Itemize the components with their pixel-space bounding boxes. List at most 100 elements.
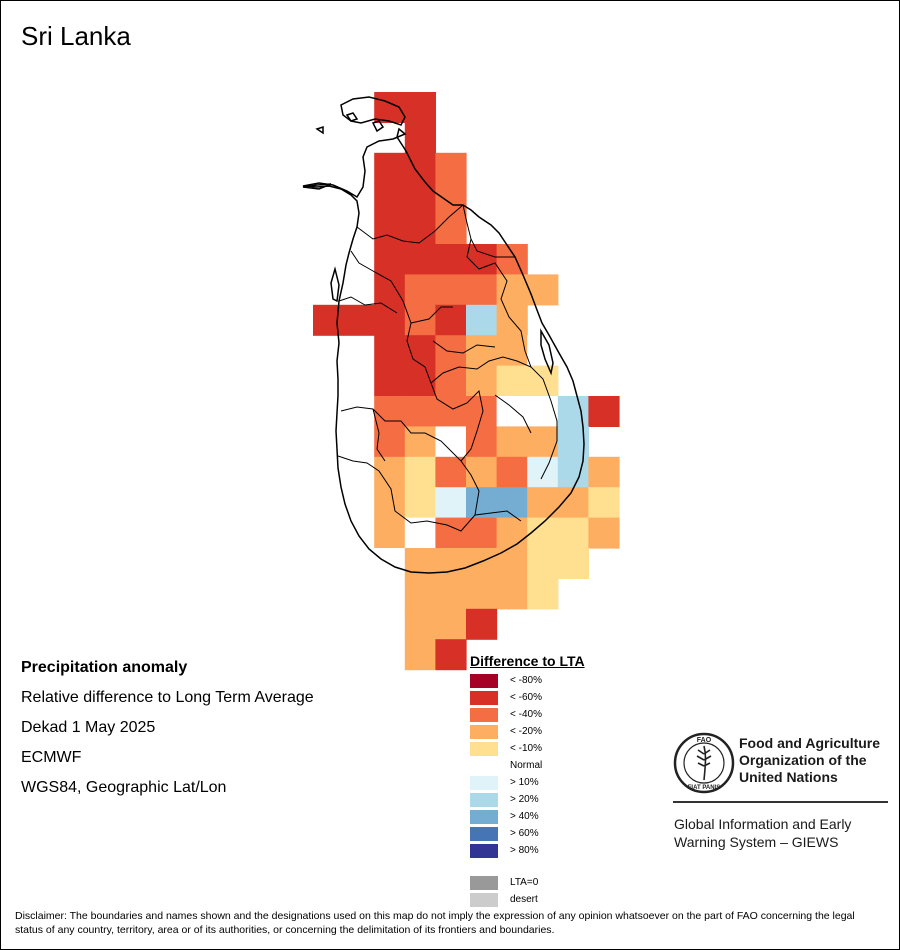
grid-cell	[466, 304, 498, 336]
disclaimer: Disclaimer: The boundaries and names sho…	[15, 910, 855, 936]
grid-cell	[588, 456, 620, 488]
map-title: Sri Lanka	[21, 21, 131, 51]
boundary-inner-3	[410, 306, 453, 324]
grid-cell	[404, 608, 436, 640]
info-line-3: ECMWF	[21, 749, 82, 766]
grid-cell	[435, 608, 467, 640]
coastline	[302, 127, 585, 574]
legend-swatch	[470, 759, 498, 773]
grid-cell	[374, 517, 406, 549]
mannar-island	[302, 183, 332, 190]
fao-logo-icon: FIAT PANIS FAO	[673, 732, 735, 794]
grid-cell	[496, 487, 528, 519]
legend-swatch	[470, 691, 498, 705]
legend-label: > 60%	[510, 828, 539, 839]
legend-swatch	[470, 708, 498, 722]
grid-cell	[435, 244, 467, 275]
grid-cell	[527, 487, 559, 519]
grid-cell	[496, 396, 528, 427]
legend-label: > 80%	[510, 845, 539, 856]
grid-cell	[466, 396, 498, 427]
grid-cell	[404, 122, 436, 154]
grid-cell	[374, 335, 406, 367]
grid-cell	[527, 274, 559, 306]
grid-cell	[435, 548, 467, 579]
boundary-uva	[430, 356, 558, 480]
boundary-southern	[460, 460, 522, 522]
grid-cell	[404, 548, 436, 579]
grid-cell	[374, 456, 406, 488]
boundary-inner-4	[494, 394, 532, 434]
grid-cell	[435, 183, 467, 215]
legend-swatch	[470, 827, 498, 841]
boundary-central-west	[338, 296, 398, 314]
boundary-central	[430, 382, 484, 462]
grid-cell	[435, 487, 467, 519]
grid-cell	[404, 456, 436, 488]
logo-divider	[673, 801, 888, 803]
grid-cell	[557, 456, 589, 488]
boundary-eastern	[466, 238, 532, 368]
grid-cell	[404, 213, 436, 245]
grid-cell	[374, 304, 406, 336]
grid-cell	[435, 365, 467, 397]
legend-label: Normal	[510, 760, 543, 771]
boundary-inner-2	[372, 408, 386, 462]
grid-cell	[466, 517, 498, 549]
grid-cell	[435, 304, 467, 336]
grid-cell	[496, 517, 528, 549]
grid-cell	[466, 608, 498, 640]
grid-cell	[588, 396, 620, 427]
grid-cell	[527, 365, 559, 397]
grid-cell	[435, 517, 467, 549]
legend-swatch	[470, 844, 498, 858]
boundary-north-central	[356, 204, 464, 244]
boundary-sabaragamuwa	[340, 406, 462, 462]
grid-cell	[374, 152, 406, 184]
island-small-3	[315, 125, 324, 135]
grid-cell	[374, 487, 406, 519]
boundary-inner-1	[432, 340, 496, 354]
grid-cell	[404, 183, 436, 215]
batticaloa-lagoon	[540, 328, 554, 376]
legend-label: desert	[510, 894, 538, 905]
grid-cell	[496, 426, 528, 458]
giews-line-1: Global Information and Early	[674, 816, 852, 832]
grid-cell	[404, 274, 436, 306]
grid-cell	[435, 426, 467, 458]
legend-label: > 40%	[510, 811, 539, 822]
legend-label: < -20%	[510, 726, 542, 737]
grid-cell	[527, 456, 559, 488]
map-info: Precipitation anomaly Relative differenc…	[21, 657, 314, 807]
fao-name-line-3: United Nations	[739, 769, 838, 785]
giews-line-2: Warning System – GIEWS	[674, 834, 839, 850]
grid-cell	[404, 396, 436, 427]
grid-cell	[466, 335, 498, 367]
grid-cell	[466, 487, 498, 519]
fao-name-line-1: Food and Agriculture	[739, 735, 881, 751]
grid-cell	[496, 244, 528, 275]
anomaly-grid	[313, 92, 620, 671]
legend-label: < -40%	[510, 709, 542, 720]
info-heading: Precipitation anomaly	[21, 659, 188, 676]
grid-cell	[435, 213, 467, 245]
svg-text:FIAT PANIS: FIAT PANIS	[688, 785, 720, 791]
boundary-north-west	[350, 250, 432, 384]
grid-cell	[496, 365, 528, 397]
grid-cell	[435, 274, 467, 306]
grid-cell	[404, 335, 436, 367]
grid-cell	[435, 335, 467, 367]
grid-cell	[527, 548, 559, 579]
grid-cell	[404, 244, 436, 275]
grid-cell	[527, 578, 559, 610]
legend-label: > 10%	[510, 777, 539, 788]
grid-cell	[466, 456, 498, 488]
grid-cell	[404, 578, 436, 610]
grid-cell	[374, 396, 406, 427]
grid-cell	[374, 92, 406, 123]
boundary-north-central-east	[462, 204, 515, 258]
grid-cell	[466, 274, 498, 306]
grid-cell	[557, 517, 589, 549]
legend-swatch	[470, 742, 498, 756]
